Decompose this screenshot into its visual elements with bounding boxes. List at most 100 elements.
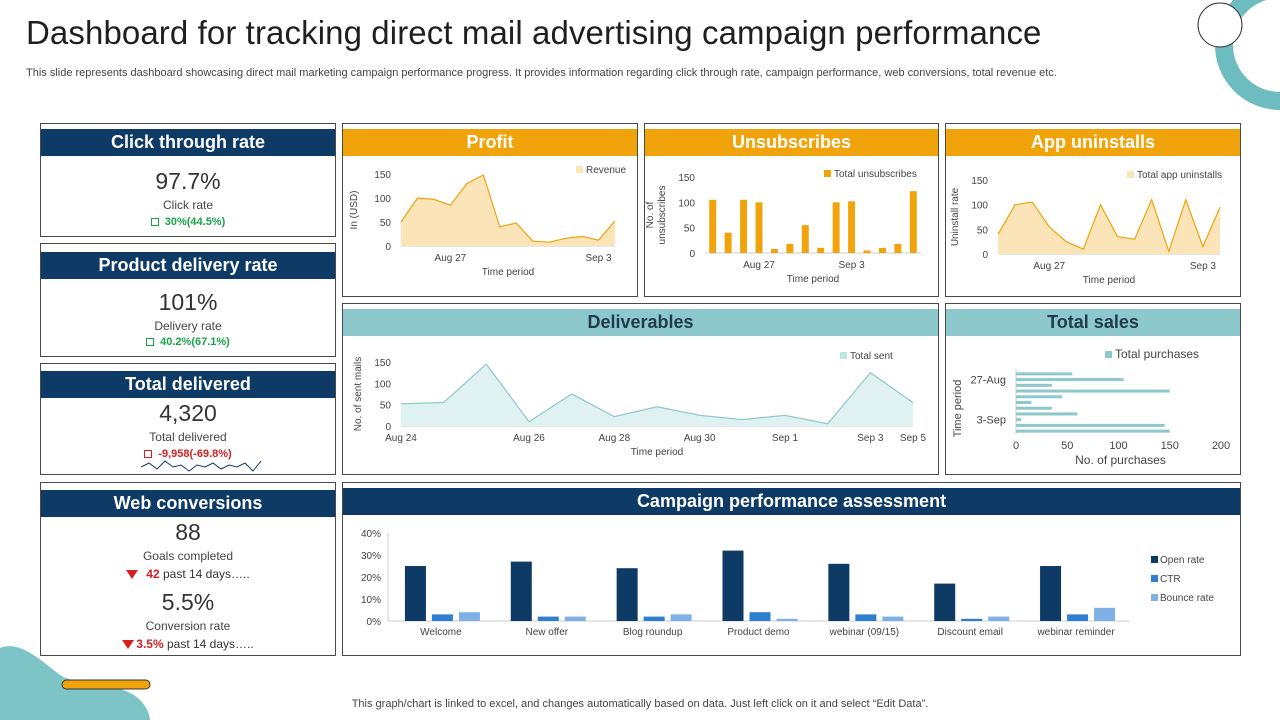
bar — [1016, 389, 1170, 393]
legend-label: Total purchases — [1115, 347, 1199, 361]
bar-ctr — [855, 614, 877, 621]
bar — [786, 243, 794, 253]
x-tick-label: Aug 30 — [684, 433, 716, 444]
bar — [801, 225, 809, 253]
bar-open-rate — [616, 568, 638, 621]
legend-swatch — [824, 170, 831, 177]
web-conv-value: 5.5% — [161, 589, 215, 615]
campaign-card: Campaign performance assessment 0% 10% 20%… — [342, 482, 1241, 656]
bar-bounce-rate — [776, 618, 798, 621]
bar-bounce-rate — [988, 616, 1010, 621]
bar-open-rate — [828, 563, 850, 621]
profit-chart: 0 50 100 150 Aug 27 Sep 3 Time period In (USD) R… — [349, 165, 626, 278]
square-icon — [144, 450, 153, 458]
bar — [755, 202, 763, 253]
bar — [740, 199, 748, 253]
x-tick-label: 0 — [1013, 440, 1019, 452]
y-tick-label: 150 — [374, 170, 391, 181]
ctr-delta-text: 30%(44.5%) — [164, 216, 226, 228]
x-tick-label: 150 — [1161, 440, 1179, 452]
bar-open-rate — [934, 583, 956, 621]
y-tick-label: 40% — [361, 529, 381, 540]
legend-label: Bounce rate — [1160, 593, 1214, 604]
uninstalls-title: App uninstalls — [946, 129, 1240, 156]
page-title: Dashboard for tracking direct mail adver… — [26, 14, 1042, 51]
delivered-label: Total delivered — [149, 430, 227, 444]
web-goals-delta-text: past 14 days….. — [162, 567, 250, 581]
ctr-title: Click through rate — [41, 129, 335, 156]
bar — [848, 201, 856, 253]
x-tick-label: 50 — [1061, 440, 1073, 452]
profit-title: Profit — [343, 129, 637, 156]
bar — [724, 232, 732, 253]
y-axis-label: No. of sent mails — [353, 357, 364, 431]
y-tick-label: 3-Sep — [977, 415, 1006, 427]
bar — [909, 191, 917, 253]
x-tick-label: Aug 24 — [385, 433, 417, 444]
legend-label: Open rate — [1160, 555, 1205, 566]
x-tick-label: Discount email — [937, 627, 1003, 638]
x-tick-label: Aug 27 — [743, 260, 775, 271]
y-tick-label: 20% — [361, 573, 381, 584]
down-triangle-icon — [122, 640, 135, 649]
y-tick-label: 0 — [385, 242, 391, 253]
bar-bounce-rate — [1094, 607, 1116, 621]
y-tick-label: 50 — [380, 218, 392, 229]
bar — [1016, 378, 1124, 382]
series-area — [401, 364, 913, 426]
x-tick-label: New offer — [525, 627, 568, 638]
web-conv-delta: 3.5% past 14 days….. — [41, 637, 335, 651]
y-tick-label: 50 — [977, 225, 989, 236]
legend-swatch — [1105, 351, 1112, 358]
bar — [1016, 418, 1022, 422]
x-tick-label: Blog roundup — [623, 627, 683, 638]
x-tick-label: Sep 3 — [839, 260, 866, 271]
y-tick-label: 50 — [684, 224, 696, 235]
y-tick-label: 0 — [689, 249, 695, 260]
x-tick-label: Sep 5 — [900, 433, 927, 444]
series-area — [998, 199, 1220, 254]
delivered-card: Total delivered 4,320 Total delivered -9… — [40, 363, 336, 475]
total-sales-card: Total sales 0 50 100 150 200 27-Aug 3-Sep No. o… — [945, 303, 1241, 475]
bar-ctr — [1067, 614, 1089, 621]
y-axis-label: Uninstall rate — [950, 187, 961, 246]
legend-swatch — [576, 166, 583, 173]
profit-card: Profit 0 50 100 150 Aug 27 Sep 3 Time period In… — [342, 123, 638, 297]
ctr-value: 97.7% — [155, 168, 221, 194]
bar — [1016, 401, 1032, 404]
x-tick-label: Aug 27 — [435, 253, 467, 264]
total-sales-chart: 0 50 100 150 200 27-Aug 3-Sep No. of purchases T… — [952, 347, 1230, 467]
y-tick-label: 150 — [678, 173, 695, 184]
square-icon — [150, 218, 159, 226]
delivery-title: Product delivery rate — [41, 252, 335, 279]
ctr-card: Click through rate 97.7% Click rate 30%(… — [40, 123, 336, 237]
corner-blob-decoration — [0, 646, 151, 720]
y-tick-label: 0% — [367, 617, 382, 628]
series-area — [401, 175, 615, 246]
bar-ctr — [961, 618, 983, 621]
sparkline-line — [141, 460, 261, 472]
delivery-label: Delivery rate — [154, 319, 222, 333]
bar — [1016, 372, 1073, 376]
web-title: Web conversions — [41, 490, 335, 517]
y-tick-label: 100 — [971, 201, 988, 212]
web-conv-delta-value: 3.5% — [136, 637, 164, 651]
legend-label: Total unsubscribes — [834, 169, 917, 180]
x-tick-label: webinar reminder — [1036, 627, 1115, 638]
bar — [832, 202, 840, 253]
web-card: Web conversions 88 Goals completed 42 pa… — [40, 482, 336, 656]
down-triangle-icon — [126, 570, 139, 579]
legend-label: CTR — [1160, 574, 1181, 585]
total-sales-title: Total sales — [946, 309, 1240, 336]
x-axis-label: Time period — [482, 267, 534, 278]
uninstalls-chart: 0 50 100 150 Aug 27 Sep 3 Time period Uninstall… — [950, 170, 1222, 286]
bar-open-rate — [510, 561, 532, 621]
legend-swatch — [1127, 171, 1134, 178]
series-line — [400, 174, 616, 243]
bar — [1016, 429, 1170, 433]
web-conv-label: Conversion rate — [145, 619, 231, 633]
bar-ctr — [537, 616, 559, 621]
bar-open-rate — [722, 550, 744, 621]
bar-ctr — [431, 614, 453, 621]
